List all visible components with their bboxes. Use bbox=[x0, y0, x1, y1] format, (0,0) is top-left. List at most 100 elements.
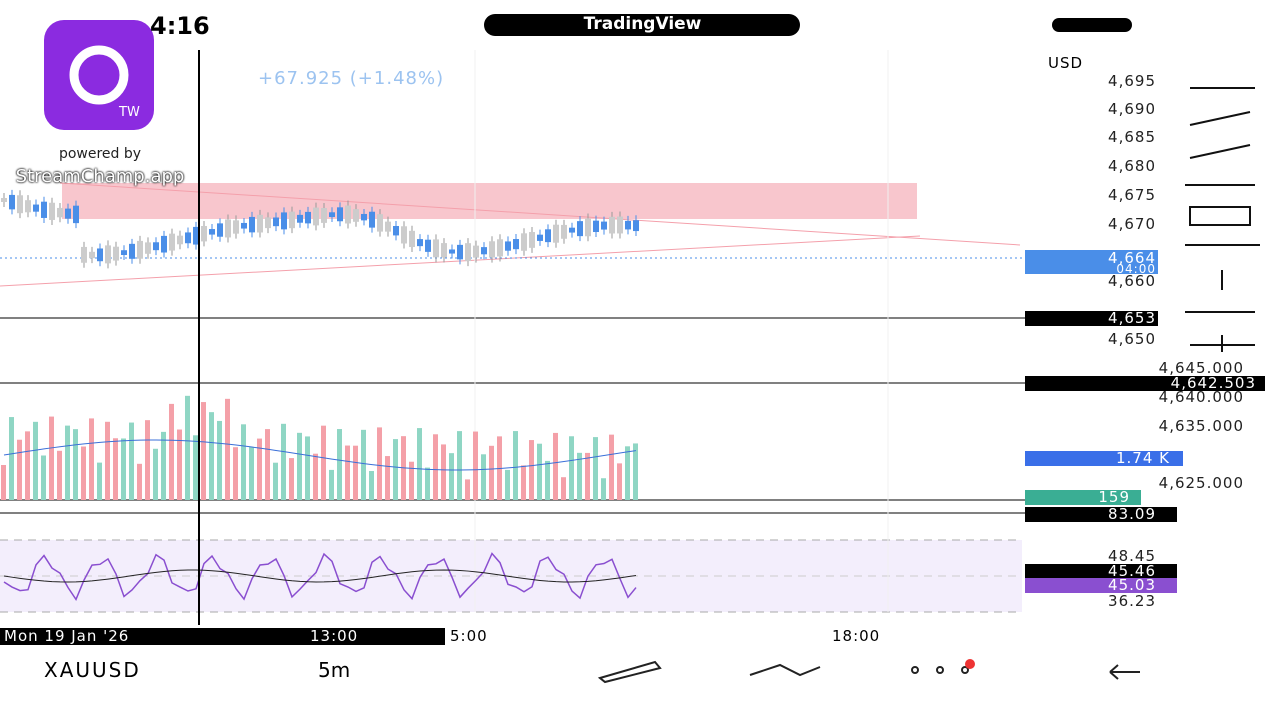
volume-bar bbox=[561, 477, 566, 500]
rsi-label: 36.23 bbox=[1108, 592, 1156, 610]
countdown: 04:00 bbox=[1116, 262, 1156, 276]
volume-bar bbox=[601, 478, 606, 500]
volume-bar bbox=[593, 437, 598, 500]
candle-body bbox=[137, 240, 143, 259]
volume-bar bbox=[633, 443, 638, 500]
candle-body bbox=[329, 212, 335, 218]
toolbar-icons bbox=[1185, 87, 1260, 352]
volume-bar bbox=[49, 416, 54, 500]
volume-bar bbox=[489, 445, 494, 500]
volume-bars bbox=[1, 395, 638, 500]
volume-bar bbox=[1, 465, 6, 500]
volume-bar bbox=[281, 423, 286, 500]
volume-bar bbox=[185, 395, 190, 500]
candle-body bbox=[505, 241, 511, 251]
volume-bar bbox=[433, 434, 438, 500]
volume-bar bbox=[337, 429, 342, 500]
volume-bar bbox=[9, 417, 14, 500]
price-label: 4,685 bbox=[1108, 128, 1156, 146]
overlay-badge: TW bbox=[119, 105, 140, 120]
volume-bar bbox=[313, 453, 318, 500]
price-label: 4,670 bbox=[1108, 215, 1156, 233]
volume-bar bbox=[345, 445, 350, 500]
time-label: 5:00 bbox=[450, 627, 488, 645]
candle-body bbox=[57, 207, 63, 218]
rsi-value: 45.46 bbox=[1108, 562, 1156, 580]
symbol[interactable]: XAUUSD bbox=[44, 658, 141, 682]
volume-bar bbox=[89, 418, 94, 500]
volume-bar bbox=[385, 456, 390, 500]
volume-bar bbox=[273, 462, 278, 500]
candle-body bbox=[609, 216, 615, 234]
candle-body bbox=[553, 224, 559, 243]
volume-bar bbox=[537, 443, 542, 500]
rsi-tag bbox=[1025, 564, 1177, 579]
candle-body bbox=[321, 207, 327, 223]
level-price: 4,642.503 bbox=[1170, 374, 1256, 392]
volume-bar bbox=[473, 431, 478, 500]
price-label: 4,690 bbox=[1108, 100, 1156, 118]
volume-bar bbox=[585, 452, 590, 500]
volume-bar bbox=[65, 425, 70, 500]
volume-bar bbox=[201, 402, 206, 500]
volume-bar bbox=[457, 431, 462, 500]
rsi-top-value: 83.09 bbox=[1108, 505, 1156, 523]
drawing-toolbar bbox=[1158, 50, 1280, 360]
time-label: 18:00 bbox=[832, 627, 881, 645]
volume-bar bbox=[193, 435, 198, 500]
candle-body bbox=[409, 230, 415, 248]
interval[interactable]: 5m bbox=[318, 658, 351, 682]
volume-bar bbox=[529, 440, 534, 500]
price-label: 4,635.000 bbox=[1158, 417, 1244, 435]
volume-bar bbox=[97, 462, 102, 500]
price-label: 4,645.000 bbox=[1158, 359, 1244, 377]
notification-dot bbox=[965, 659, 975, 669]
volume-bar bbox=[257, 438, 262, 500]
candle-body bbox=[25, 200, 31, 213]
candle-body bbox=[97, 248, 103, 262]
candle-body bbox=[225, 219, 231, 238]
price-label: 4,675 bbox=[1108, 186, 1156, 204]
candle-body bbox=[633, 220, 639, 232]
last-price: 4,664 bbox=[1108, 249, 1156, 267]
volume-bar bbox=[113, 438, 118, 500]
candle-body bbox=[481, 247, 487, 255]
candle-body bbox=[169, 233, 175, 251]
volume-bar bbox=[57, 450, 62, 500]
candle-body bbox=[281, 212, 287, 230]
candle-body bbox=[377, 214, 383, 232]
battery bbox=[1052, 18, 1132, 32]
volume-bar bbox=[177, 429, 182, 500]
candle-body bbox=[489, 241, 495, 258]
candle-body bbox=[545, 229, 551, 243]
footer-icons[interactable] bbox=[597, 660, 1140, 684]
volume-value: 1.74 K bbox=[1115, 449, 1170, 467]
volume-bar bbox=[105, 421, 110, 500]
candle-body bbox=[417, 239, 423, 247]
candles bbox=[1, 189, 639, 269]
volume-bar bbox=[569, 436, 574, 500]
volume-bar bbox=[513, 431, 518, 500]
candle-body bbox=[241, 222, 247, 229]
volume-bar bbox=[481, 454, 486, 500]
volume-bar bbox=[73, 429, 78, 500]
candle-body bbox=[89, 251, 95, 259]
volume-bar bbox=[129, 422, 134, 500]
volume-bar bbox=[145, 420, 150, 500]
volume-bar bbox=[521, 465, 526, 500]
candle-body bbox=[497, 239, 503, 257]
volume-bar bbox=[425, 467, 430, 500]
volume-bar bbox=[225, 398, 230, 500]
candle-body bbox=[49, 202, 55, 220]
volume-tag bbox=[1025, 451, 1183, 466]
volume-bar bbox=[249, 447, 254, 500]
candle-body bbox=[193, 226, 199, 245]
volume-bar bbox=[137, 463, 142, 500]
volume-bar bbox=[209, 412, 214, 500]
rsi-line bbox=[3, 552, 637, 602]
candle-body bbox=[41, 201, 47, 218]
candle-body bbox=[537, 234, 543, 241]
candle-body bbox=[265, 217, 271, 229]
volume-bar bbox=[449, 453, 454, 500]
